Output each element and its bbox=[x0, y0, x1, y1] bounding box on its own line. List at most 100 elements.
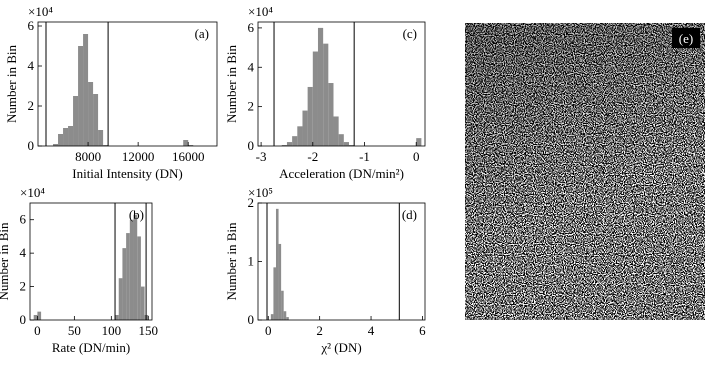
bar bbox=[312, 51, 318, 146]
bar bbox=[140, 286, 145, 320]
x-tick-label: 150 bbox=[139, 323, 159, 338]
y-tick-label: 6 bbox=[20, 212, 27, 227]
axes-frame bbox=[29, 202, 153, 321]
x-tick-label: 4 bbox=[368, 323, 375, 338]
y-tick-label: 0 bbox=[248, 312, 255, 327]
bar bbox=[115, 314, 119, 320]
bar bbox=[58, 134, 64, 146]
bar bbox=[83, 34, 89, 146]
x-axis-label: Acceleration (DN/min²) bbox=[279, 166, 404, 181]
y-tick-label: 2 bbox=[248, 195, 255, 210]
multiplier: ×10⁵ bbox=[248, 185, 273, 200]
bar bbox=[317, 27, 324, 146]
bar bbox=[53, 144, 59, 146]
label-backdrop bbox=[672, 28, 700, 48]
panel-label: (d) bbox=[402, 207, 417, 222]
y-axis-label: Number in Bin bbox=[224, 45, 239, 123]
bar bbox=[302, 110, 308, 146]
multiplier: ×10⁴ bbox=[20, 185, 45, 200]
x-tick-label: 8000 bbox=[75, 149, 101, 164]
bar bbox=[68, 126, 74, 146]
image-shade bbox=[465, 23, 705, 320]
y-tick-label: 2 bbox=[20, 279, 27, 294]
bar bbox=[270, 314, 274, 320]
bar bbox=[98, 130, 104, 146]
bar bbox=[273, 267, 276, 320]
bar bbox=[323, 43, 329, 146]
bar bbox=[281, 145, 287, 146]
x-tick-label: 2 bbox=[316, 323, 323, 338]
x-tick-label: 50 bbox=[68, 323, 81, 338]
y-tick-label: 6 bbox=[248, 20, 255, 35]
bar bbox=[37, 311, 42, 320]
bar bbox=[63, 128, 69, 146]
bar bbox=[278, 243, 282, 320]
y-tick-label: 4 bbox=[20, 245, 27, 260]
bar bbox=[78, 46, 84, 146]
bar bbox=[137, 236, 141, 320]
bar bbox=[338, 134, 344, 146]
x-tick-label: 6 bbox=[419, 323, 426, 338]
bar bbox=[122, 248, 127, 320]
bar bbox=[183, 140, 189, 146]
bar bbox=[283, 311, 287, 320]
bar bbox=[93, 94, 99, 146]
bar bbox=[133, 214, 138, 320]
y-tick-label: 2 bbox=[248, 99, 255, 114]
panel-label: (a) bbox=[195, 26, 209, 41]
x-tick-label: -3 bbox=[256, 149, 267, 164]
bar bbox=[333, 116, 339, 146]
x-tick-label: 0 bbox=[413, 149, 420, 164]
bar bbox=[73, 96, 79, 146]
x-tick-label: 0 bbox=[265, 323, 272, 338]
bar bbox=[297, 126, 303, 146]
bar bbox=[286, 317, 289, 320]
x-axis-label: Initial Intensity (DN) bbox=[72, 166, 182, 181]
bar bbox=[292, 136, 298, 146]
x-tick-label: -1 bbox=[359, 149, 370, 164]
y-tick-label: 0 bbox=[248, 138, 255, 153]
bar bbox=[129, 219, 134, 320]
bar bbox=[343, 142, 349, 146]
bar bbox=[281, 290, 284, 320]
panel-label: (e) bbox=[679, 31, 693, 46]
bar bbox=[188, 145, 194, 146]
x-tick-label: -2 bbox=[307, 149, 318, 164]
bar bbox=[307, 86, 313, 146]
bar bbox=[286, 142, 293, 146]
y-tick-label: 0 bbox=[20, 312, 27, 327]
x-axis-label: χ² (DN) bbox=[320, 340, 361, 355]
bar bbox=[275, 208, 279, 320]
x-tick-label: 16000 bbox=[172, 149, 205, 164]
y-axis-label: Number in Bin bbox=[224, 222, 239, 300]
y-tick-label: 1 bbox=[248, 254, 255, 269]
histogram-panel: 0 50 100 150 0 2 4 6 ×10⁴ (b) Rate (DN/min) Number … bbox=[0, 185, 158, 355]
bar bbox=[103, 145, 109, 146]
multiplier: ×10⁴ bbox=[248, 4, 273, 19]
y-axis-label: Number in Bin bbox=[0, 222, 11, 300]
image-panel: (e) bbox=[465, 23, 705, 320]
y-tick-label: 4 bbox=[28, 58, 35, 73]
y-tick-label: 2 bbox=[28, 98, 35, 113]
multiplier: ×10⁴ bbox=[28, 4, 53, 19]
y-tick-label: 0 bbox=[28, 138, 35, 153]
bar bbox=[328, 83, 334, 146]
bar bbox=[118, 278, 123, 320]
bar bbox=[348, 145, 355, 146]
axes-frame bbox=[257, 21, 426, 147]
histogram-panel: 8000 12000 16000 0 2 4 6×10⁴ (a) Initial Intensi… bbox=[4, 4, 218, 181]
x-tick-label: 100 bbox=[102, 323, 122, 338]
bar bbox=[33, 314, 38, 320]
histogram-panel: -3 -2 -1 0 0 2 4 6×10⁴ (c) Acceleration (DN/min²)… bbox=[224, 4, 426, 181]
y-tick-label: 6 bbox=[28, 18, 35, 33]
x-tick-label: 0 bbox=[34, 323, 41, 338]
y-tick-label: 4 bbox=[248, 59, 255, 74]
bar bbox=[126, 233, 130, 320]
panel-label: (b) bbox=[129, 207, 144, 222]
x-axis-label: Rate (DN/min) bbox=[52, 340, 130, 355]
bar bbox=[416, 138, 422, 146]
bar bbox=[88, 82, 94, 146]
axes-frame bbox=[37, 21, 218, 147]
